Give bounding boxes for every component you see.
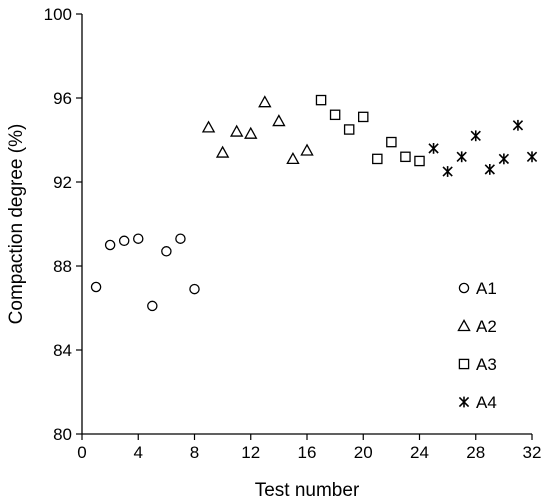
data-point-a2 <box>258 95 272 108</box>
data-point-a1 <box>189 283 200 295</box>
legend-marker-a1 <box>458 282 470 294</box>
data-point-a2 <box>229 124 244 137</box>
data-point-a1 <box>147 300 158 312</box>
y-axis-title: Compaction degree (%) <box>6 124 27 325</box>
data-point-a4 <box>470 130 481 142</box>
data-point-a2 <box>272 114 286 127</box>
data-point-a3 <box>386 136 397 148</box>
x-axis-title: Test number <box>255 480 360 501</box>
data-point-a1 <box>104 239 116 251</box>
data-point-a4 <box>456 151 467 163</box>
ticks: 0 4 8 12 16 20 24 28 32 80 84 88 92 96 100 <box>44 5 542 462</box>
data-point-a3 <box>315 94 327 106</box>
legend-label-a3: A3 <box>476 355 497 374</box>
y-tick-label: 96 <box>53 89 72 108</box>
data-point-a2 <box>300 143 314 156</box>
legend-label-a1: A1 <box>476 279 497 298</box>
data-point-a4 <box>442 166 453 177</box>
data-point-a2 <box>244 126 258 139</box>
x-tick-label: 32 <box>523 443 542 462</box>
legend: A1 A2 A3 A4 <box>457 279 497 412</box>
legend-marker-a2 <box>457 319 471 332</box>
x-tick-label: 8 <box>190 443 199 462</box>
y-tick-label: 80 <box>53 425 72 444</box>
data-point-a3 <box>400 151 411 163</box>
data-point-a4 <box>512 119 524 131</box>
x-tick-label: 24 <box>410 443 429 462</box>
data-point-a3 <box>414 155 425 167</box>
legend-label-a4: A4 <box>476 393 497 412</box>
data-point-a1 <box>161 246 172 257</box>
data-point-a4 <box>526 151 538 163</box>
x-tick-label: 12 <box>241 443 260 462</box>
data-points <box>90 94 538 312</box>
data-point-a3 <box>343 124 355 135</box>
data-point-a2 <box>215 145 230 158</box>
data-point-a2 <box>201 120 216 133</box>
legend-marker-a4 <box>458 396 470 408</box>
y-tick-label: 100 <box>44 5 72 24</box>
data-point-a4 <box>428 143 439 154</box>
x-tick-label: 20 <box>354 443 373 462</box>
axes <box>81 14 532 435</box>
x-tick-label: 16 <box>298 443 317 462</box>
y-tick-label: 84 <box>53 341 72 360</box>
x-tick-label: 28 <box>466 443 485 462</box>
data-point-a3 <box>357 111 369 123</box>
legend-marker-a3 <box>458 358 470 370</box>
x-tick-label: 4 <box>134 443 143 462</box>
data-point-a4 <box>484 164 495 175</box>
y-tick-label: 92 <box>53 173 72 192</box>
data-point-a3 <box>329 109 341 121</box>
x-tick-label: 0 <box>77 443 86 462</box>
data-point-a3 <box>372 153 383 165</box>
data-point-a1 <box>175 233 186 244</box>
y-tick-label: 88 <box>53 257 72 276</box>
data-point-a1 <box>90 281 102 293</box>
data-point-a1 <box>118 235 130 247</box>
data-point-a4 <box>498 153 510 165</box>
data-point-a1 <box>132 233 144 244</box>
legend-label-a2: A2 <box>476 317 497 336</box>
data-point-a2 <box>286 151 300 165</box>
